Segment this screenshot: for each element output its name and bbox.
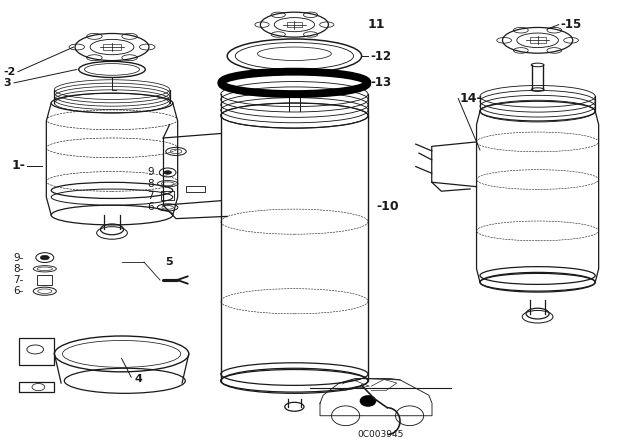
- Bar: [19, 338, 54, 365]
- Ellipse shape: [360, 395, 376, 407]
- Text: 9: 9: [147, 168, 154, 177]
- Text: -13: -13: [370, 76, 391, 90]
- Text: 11: 11: [368, 18, 385, 31]
- Text: 6: 6: [147, 202, 154, 212]
- Text: 8: 8: [147, 179, 154, 189]
- Text: 0C003945: 0C003945: [358, 430, 404, 439]
- Text: -2: -2: [3, 67, 15, 77]
- Text: 1-: 1-: [12, 159, 26, 172]
- Text: 4: 4: [134, 374, 142, 383]
- Bar: [287, 22, 302, 27]
- Bar: [104, 44, 120, 50]
- Bar: [529, 38, 546, 43]
- Bar: [161, 191, 174, 200]
- Ellipse shape: [164, 171, 172, 174]
- Bar: [37, 275, 52, 285]
- Bar: [19, 382, 54, 392]
- Bar: [186, 186, 205, 192]
- Text: 7: 7: [147, 191, 154, 201]
- Text: 9-: 9-: [13, 253, 24, 263]
- Text: -12: -12: [370, 49, 391, 63]
- Text: 5: 5: [165, 257, 173, 267]
- Text: -10: -10: [376, 199, 399, 213]
- Text: 8-: 8-: [13, 264, 24, 274]
- Ellipse shape: [40, 255, 49, 260]
- Text: -15: -15: [560, 18, 581, 31]
- Text: 3: 3: [3, 78, 11, 88]
- Text: 14-: 14-: [460, 92, 482, 105]
- Text: 6-: 6-: [13, 286, 24, 296]
- Text: 7-: 7-: [13, 275, 24, 285]
